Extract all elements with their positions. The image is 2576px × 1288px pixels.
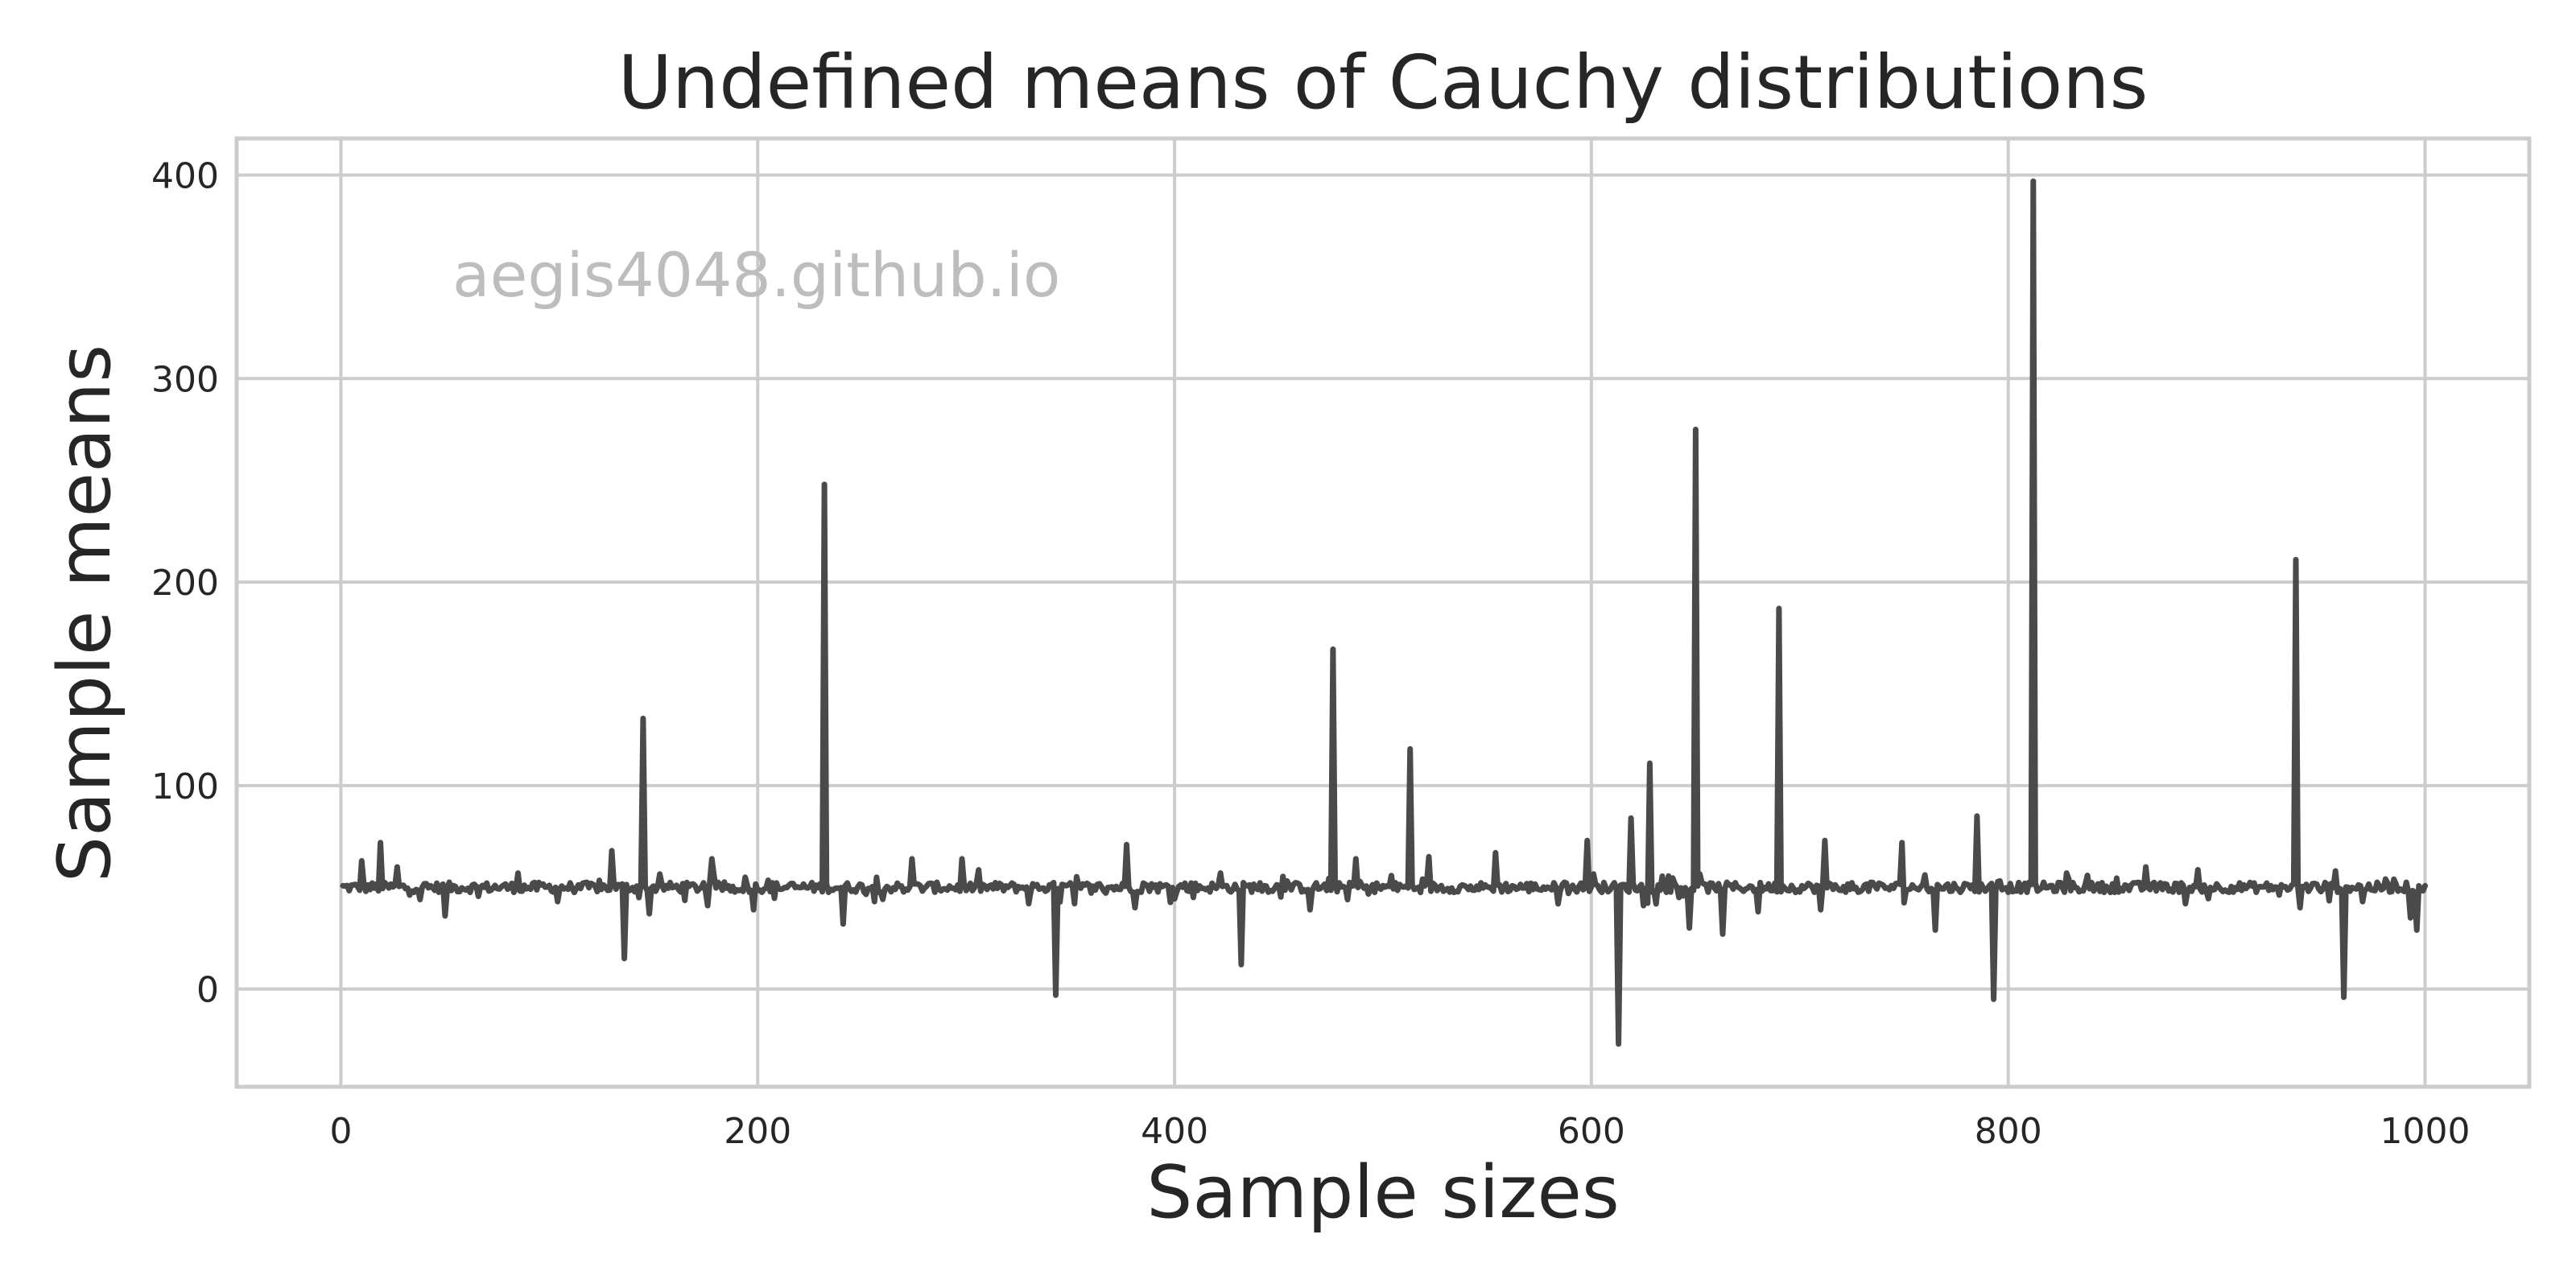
x-ticks: 0 200 400 600 800 1000 <box>329 1111 2470 1152</box>
y-tick-label: 200 <box>151 563 219 604</box>
x-tick-label: 1000 <box>2380 1111 2471 1152</box>
y-ticks: 0 100 200 300 400 <box>151 156 219 1011</box>
series <box>340 178 2428 1047</box>
x-tick-label: 0 <box>329 1111 352 1152</box>
y-axis-label: Sample means <box>43 345 127 882</box>
y-tick-label: 100 <box>151 766 219 807</box>
x-tick-label: 600 <box>1558 1111 1625 1152</box>
y-tick-label: 300 <box>151 359 219 400</box>
x-axis-label: Sample sizes <box>1146 1150 1619 1235</box>
y-tick-label: 400 <box>151 156 219 197</box>
chart-title: Undefined means of Cauchy distributions <box>618 39 2149 126</box>
grid <box>237 138 2529 1087</box>
x-tick-label: 800 <box>1975 1111 2042 1152</box>
watermark: aegis4048.github.io <box>452 239 1060 311</box>
x-tick-label: 200 <box>724 1111 791 1152</box>
x-tick-label: 400 <box>1141 1111 1208 1152</box>
series-line <box>340 178 2428 1047</box>
plot-frame <box>234 136 2532 1089</box>
y-tick-label: 0 <box>196 970 219 1011</box>
